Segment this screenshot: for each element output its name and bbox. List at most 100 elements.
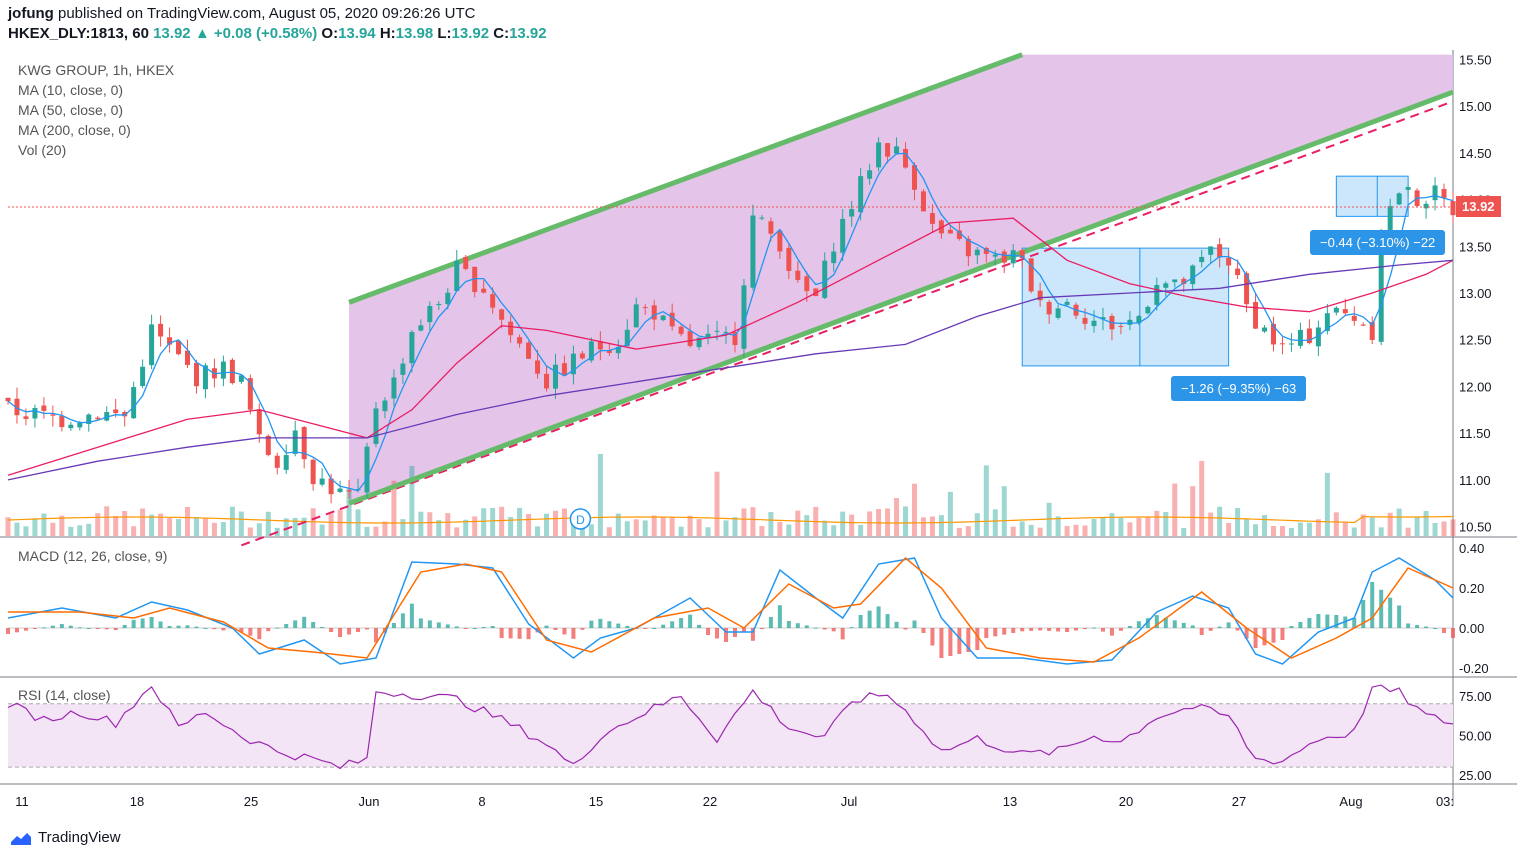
candle-body xyxy=(929,213,935,224)
volume-bar xyxy=(786,524,792,536)
symbol-header: HKEX_DLY:1813, 60 13.92 ▲ +0.08 (+0.58%)… xyxy=(8,25,547,42)
candle-body xyxy=(238,375,244,382)
macd-histogram-bar xyxy=(284,624,289,628)
volume-bar xyxy=(1190,486,1196,536)
candle-body xyxy=(104,412,110,421)
candle-body xyxy=(472,266,478,293)
macd-legend[interactable]: MACD (12, 26, close, 9) xyxy=(18,548,168,564)
brand-name: TradingView xyxy=(38,829,121,846)
macd-histogram-bar xyxy=(795,623,800,628)
macd-histogram-bar xyxy=(697,624,702,628)
volume-bar xyxy=(849,514,855,536)
candle-body xyxy=(247,378,253,410)
volume-bar xyxy=(768,512,774,536)
candle-body xyxy=(1145,306,1151,314)
volume-bar xyxy=(651,515,657,536)
candle-body xyxy=(1387,206,1393,233)
macd-histogram-bar xyxy=(966,628,971,652)
candle-body xyxy=(561,363,567,376)
candle-body xyxy=(499,309,505,320)
macd-histogram-bar xyxy=(1424,626,1429,628)
dashed-trendline xyxy=(241,100,1454,547)
volume-bar xyxy=(903,506,909,536)
macd-histogram-bar xyxy=(1298,622,1303,628)
candle-body xyxy=(113,409,119,414)
candle-body xyxy=(319,478,325,485)
macd-histogram-bar xyxy=(1316,614,1321,628)
volume-bar xyxy=(463,519,469,536)
macd-histogram-bar xyxy=(768,617,773,628)
macd-histogram-bar xyxy=(275,627,280,629)
macd-histogram-bar xyxy=(589,620,594,628)
macd-histogram-bar xyxy=(1280,628,1285,640)
volume-bar xyxy=(32,518,38,536)
candle-body xyxy=(1037,290,1043,301)
volume-bar xyxy=(1360,514,1366,536)
volume-bar xyxy=(1181,527,1187,536)
candle-body xyxy=(274,455,280,468)
macd-histogram-bar xyxy=(1397,605,1402,628)
ma10-legend[interactable]: MA (10, close, 0) xyxy=(18,82,124,98)
volume-bar xyxy=(77,525,83,536)
macd-histogram-bar xyxy=(329,628,334,632)
volume-bar xyxy=(1432,522,1438,536)
macd-histogram-bar xyxy=(1002,628,1007,635)
candle-body xyxy=(1091,320,1097,327)
macd-histogram-bar xyxy=(849,627,854,629)
rsi-tick-label: 50.00 xyxy=(1459,728,1492,743)
price-tick-label: 10.50 xyxy=(1459,520,1492,535)
price-tick-label: 14.50 xyxy=(1459,146,1492,161)
macd-histogram-bar xyxy=(320,627,325,628)
volume-bar xyxy=(1127,522,1133,536)
candle-body xyxy=(122,412,128,417)
candle-body xyxy=(714,330,720,332)
volume-bar xyxy=(1037,527,1043,536)
macd-tick-label: 0.40 xyxy=(1459,541,1484,556)
candle-body xyxy=(1244,273,1250,305)
rsi-legend[interactable]: RSI (14, close) xyxy=(18,687,111,703)
volume-bar xyxy=(1414,516,1420,536)
volume-bar xyxy=(1217,506,1223,536)
macd-histogram-bar xyxy=(338,628,343,637)
volume-bar xyxy=(1342,521,1348,536)
volume-bar xyxy=(929,516,935,536)
candle-body xyxy=(1441,189,1447,198)
macd-histogram-bar xyxy=(32,628,37,629)
ma50-legend[interactable]: MA (50, close, 0) xyxy=(18,102,124,118)
macd-histogram-bar xyxy=(50,625,55,628)
measure-label-lower[interactable]: −1.26 (−9.35%) −63 xyxy=(1171,376,1307,401)
volume-bar xyxy=(176,518,182,536)
macd-histogram-bar xyxy=(1100,628,1105,632)
macd-histogram-bar xyxy=(741,628,746,632)
open-label: O: xyxy=(321,25,339,42)
macd-histogram-bar xyxy=(418,618,423,628)
measure-label-upper[interactable]: −0.44 (−3.10%) −22 xyxy=(1310,230,1446,255)
volume-bar xyxy=(750,507,756,536)
volume-bar xyxy=(1324,472,1330,536)
macd-histogram-bar xyxy=(1029,628,1034,631)
candle-body xyxy=(822,260,828,298)
volume-bar xyxy=(95,513,101,536)
volume-legend[interactable]: Vol (20) xyxy=(18,142,67,158)
author-name[interactable]: jofung xyxy=(8,5,54,22)
candle-body xyxy=(1046,301,1052,315)
candle-body xyxy=(705,333,711,338)
volume-bar xyxy=(1270,525,1276,536)
macd-histogram-bar xyxy=(1118,628,1123,631)
footer-brand[interactable]: TradingView xyxy=(10,829,121,846)
volume-bar xyxy=(1279,526,1285,536)
time-tick-label: 03: xyxy=(1436,794,1454,809)
candle-body xyxy=(256,409,262,435)
candle-body xyxy=(1127,319,1133,325)
ma200-legend[interactable]: MA (200, close, 0) xyxy=(18,122,131,138)
volume-bar xyxy=(1010,526,1016,536)
volume-bar xyxy=(669,516,675,536)
volume-bar xyxy=(1262,515,1268,536)
candle-body xyxy=(1262,327,1268,332)
volume-bar xyxy=(319,524,325,536)
macd-histogram-bar xyxy=(706,628,711,635)
macd-histogram-bar xyxy=(724,628,729,642)
low-value: 13.92 xyxy=(451,25,490,42)
macd-histogram-bar xyxy=(400,613,405,628)
